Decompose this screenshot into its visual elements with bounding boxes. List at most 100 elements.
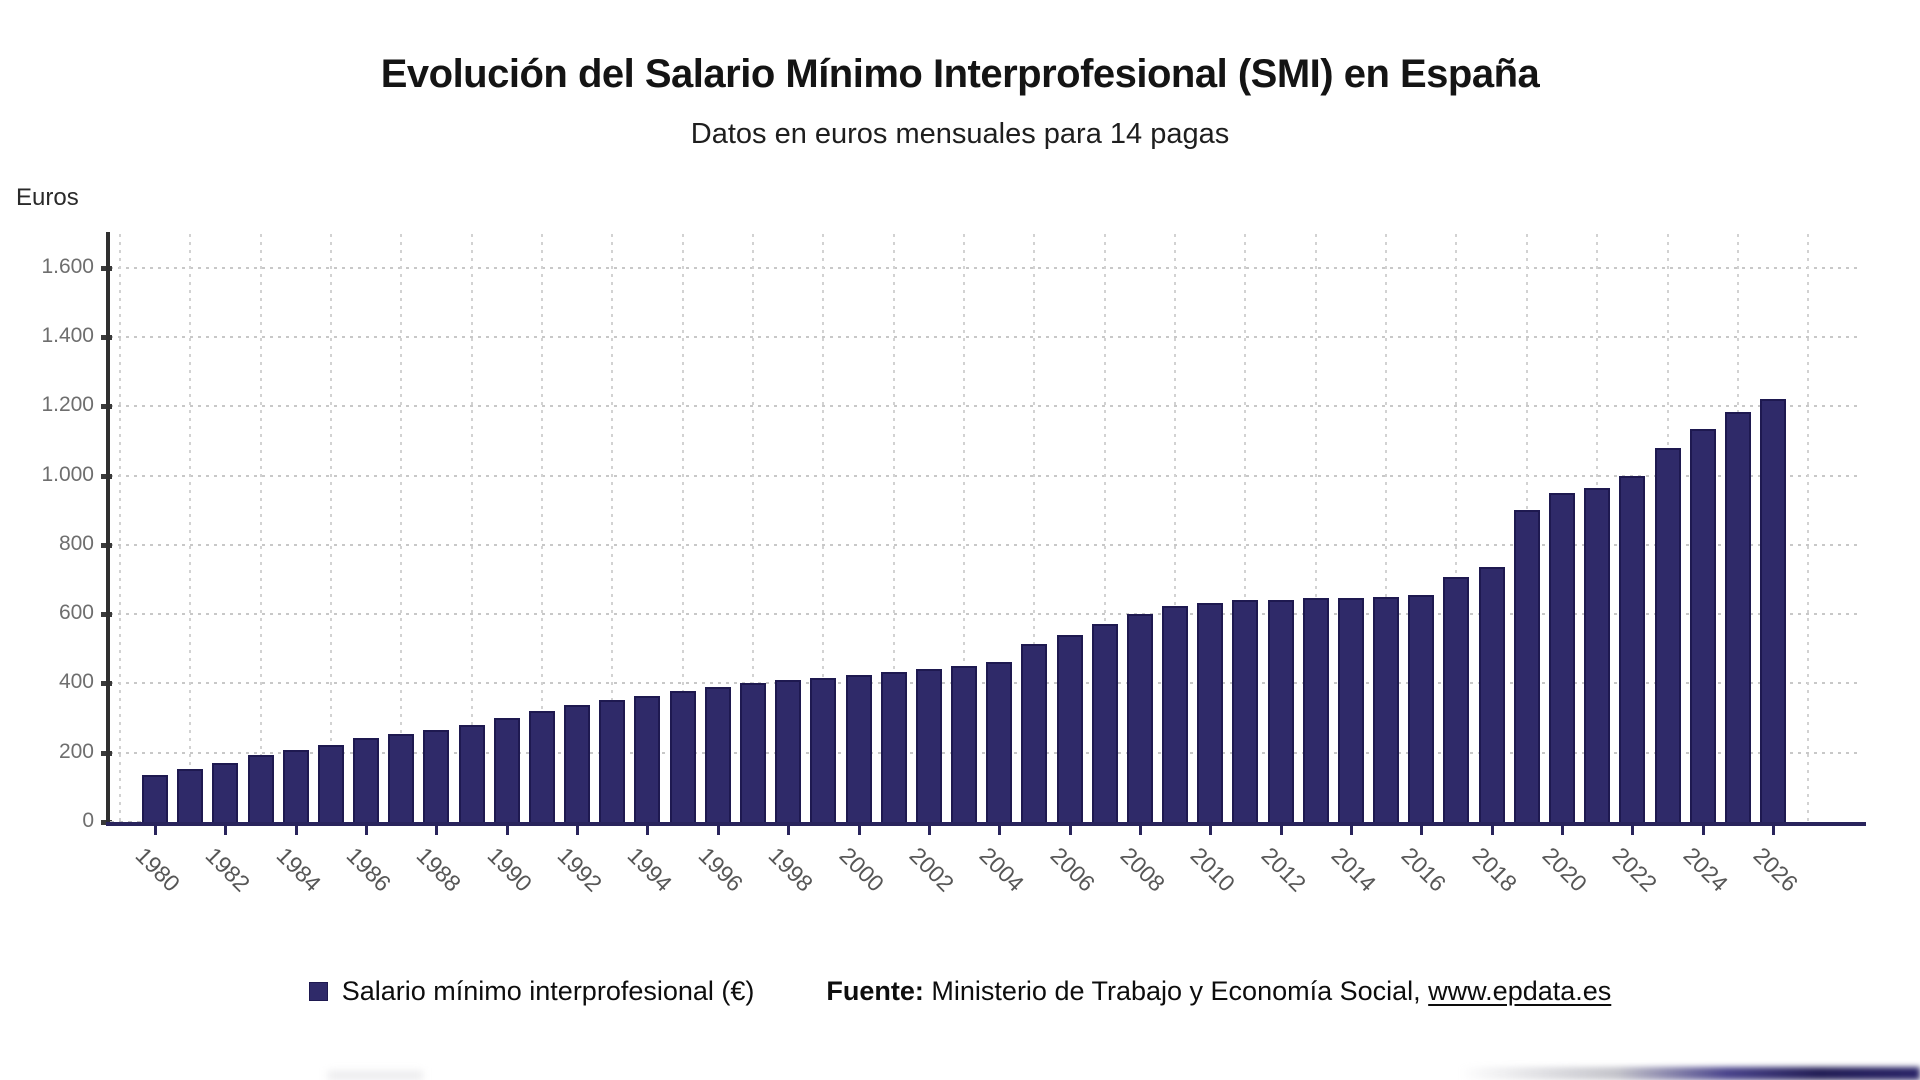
chart-title: Evolución del Salario Mínimo Interprofes…: [380, 52, 1540, 96]
x-axis-tick: [1349, 826, 1353, 835]
x-axis-label: 2024: [1678, 842, 1733, 897]
y-gridline: [110, 751, 1860, 754]
x-axis-tick: [998, 826, 1002, 835]
x-gridline: [470, 234, 473, 822]
bar-2002: [915, 668, 942, 822]
x-axis-tick: [1772, 826, 1776, 835]
bar-2016: [1408, 594, 1435, 822]
source-text: Ministerio de Trabajo y Economía Social,: [931, 976, 1421, 1006]
y-axis-label: 600: [58, 601, 94, 625]
bar-2015: [1373, 597, 1400, 822]
x-axis-label: 1992: [552, 842, 608, 897]
bar-2014: [1337, 598, 1364, 822]
bar-1985: [317, 744, 344, 822]
bar-2018: [1478, 567, 1505, 822]
x-axis-tick: [1701, 826, 1705, 835]
bar-1992: [564, 704, 591, 822]
bar-2023: [1654, 447, 1681, 822]
bar-1982: [212, 762, 239, 822]
y-gridline: [110, 543, 1860, 546]
bar-2022: [1619, 475, 1646, 822]
bar-2020: [1549, 492, 1575, 822]
y-axis-label: 1.400: [41, 323, 94, 347]
x-axis-label: 2002: [904, 842, 960, 897]
source-prefix: Fuente:: [826, 976, 924, 1006]
legend: Salario mínimo interprofesional (€) Fuen…: [0, 976, 1920, 1007]
bar-2005: [1021, 644, 1048, 822]
source-note: Fuente: Ministerio de Trabajo y Economía…: [826, 976, 1611, 1007]
legend-swatch: [308, 982, 328, 1001]
x-gridline: [1244, 234, 1247, 822]
x-axis-label: 2014: [1326, 842, 1382, 897]
legend-label: Salario mínimo interprofesional (€): [341, 976, 755, 1006]
bar-2001: [880, 671, 907, 822]
bar-1984: [282, 749, 309, 822]
x-gridline: [892, 234, 895, 822]
y-axis-label: 200: [58, 739, 94, 763]
y-gridline: [110, 474, 1860, 477]
x-axis-label: 1986: [341, 842, 397, 897]
bar-1994: [634, 695, 661, 822]
x-gridline: [1807, 234, 1810, 822]
bar-2019: [1513, 510, 1540, 822]
x-axis-tick: [787, 826, 791, 835]
x-axis-tick: [154, 826, 157, 835]
x-gridline: [1033, 234, 1036, 822]
bar-1990: [493, 717, 520, 822]
x-axis-label: 1994: [623, 842, 678, 897]
bar-1997: [739, 683, 766, 822]
x-axis-tick: [224, 826, 228, 835]
x-gridline: [1103, 234, 1106, 822]
x-axis-line: [106, 822, 1866, 826]
x-axis-tick: [1209, 826, 1213, 835]
x-gridline: [189, 234, 192, 822]
x-axis-tick: [646, 826, 650, 835]
bar-2009: [1162, 605, 1189, 822]
y-axis-line: [106, 232, 110, 826]
x-axis-tick: [365, 826, 369, 835]
x-gridline: [1455, 234, 1458, 822]
bar-1996: [704, 686, 731, 822]
x-axis-tick: [505, 826, 509, 835]
source-link[interactable]: www.epdata.es: [1428, 976, 1612, 1006]
bottom-smudge: [328, 1071, 423, 1080]
y-axis-label: 1.200: [41, 393, 94, 417]
x-axis-label: 2016: [1396, 842, 1452, 897]
bar-2024: [1689, 429, 1716, 822]
x-axis-label: 2010: [1185, 842, 1241, 897]
x-axis-tick: [857, 826, 861, 835]
bar-2008: [1126, 614, 1153, 822]
chart-subtitle: Datos en euros mensuales para 14 pagas: [690, 118, 1230, 150]
y-axis-label: 1.000: [41, 462, 94, 486]
bar-2003: [951, 665, 978, 822]
y-gridline: [110, 266, 1860, 269]
bar-1988: [423, 730, 450, 822]
bar-1991: [528, 711, 555, 822]
y-gridline: [110, 682, 1860, 685]
bar-2010: [1197, 602, 1224, 822]
x-axis-label: 1982: [200, 842, 256, 897]
bar-1993: [599, 700, 626, 822]
bar-2011: [1232, 599, 1259, 822]
x-axis-label: 2008: [1115, 842, 1171, 897]
x-gridline: [751, 234, 754, 822]
x-axis-label: 2012: [1256, 842, 1311, 897]
y-axis-label: 800: [58, 531, 94, 555]
x-axis-label: 2004: [974, 842, 1030, 897]
y-axis-label: 400: [58, 670, 94, 694]
y-gridline: [110, 405, 1860, 408]
x-axis-tick: [1279, 826, 1283, 835]
x-gridline: [1385, 234, 1388, 822]
bar-1981: [177, 768, 204, 822]
x-axis-tick: [1138, 826, 1142, 835]
x-axis-tick: [294, 826, 298, 835]
x-axis-tick: [716, 826, 720, 835]
legend-item: Salario mínimo interprofesional (€): [308, 976, 755, 1007]
bar-2017: [1443, 576, 1470, 822]
bar-2006: [1056, 634, 1083, 822]
x-gridline: [400, 234, 403, 822]
bottom-gradient-band: [1460, 1067, 1920, 1080]
bar-1986: [353, 738, 380, 822]
bar-1989: [458, 724, 485, 822]
